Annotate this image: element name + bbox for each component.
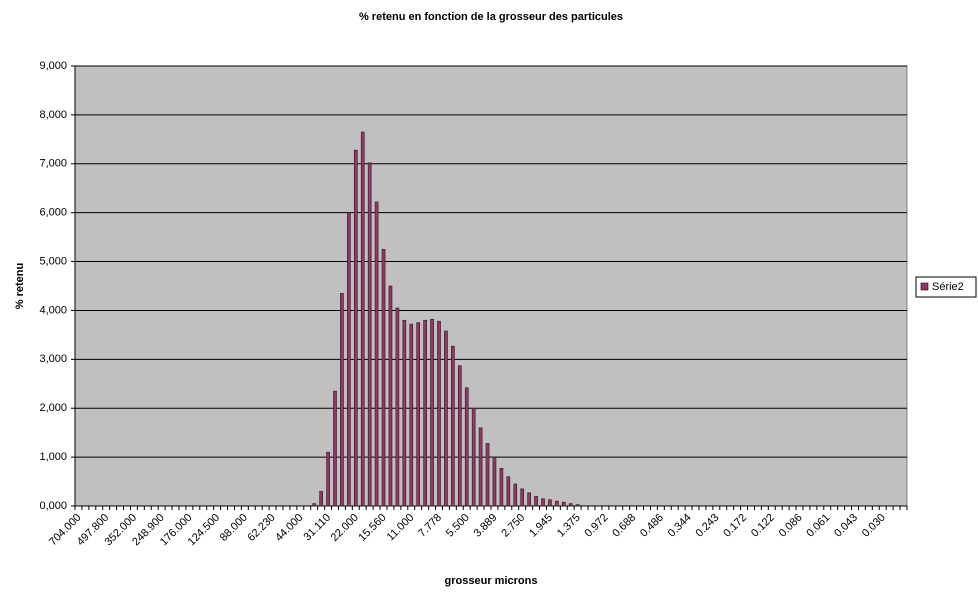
x-tick-label: 3.889 (472, 512, 500, 540)
bar (548, 499, 552, 507)
bar (478, 427, 483, 507)
x-tick-label: 0.972 (583, 512, 611, 540)
bar (561, 501, 566, 507)
x-tick-label: 62.230 (245, 512, 277, 544)
bar (374, 201, 379, 507)
y-tick-label: 2,000 (39, 402, 67, 414)
bar (527, 492, 531, 507)
bar (340, 293, 344, 507)
bar (471, 407, 476, 507)
x-axis-label: grosseur microns (445, 575, 538, 587)
bar (513, 483, 518, 507)
x-tick-label: 2.750 (499, 512, 527, 540)
y-tick-label: 3,000 (39, 353, 67, 365)
x-tick-label: 0.086 (777, 512, 805, 540)
y-tick-label: 0,000 (39, 500, 67, 512)
bar (499, 468, 504, 507)
x-tick-label: 88.000 (218, 512, 250, 544)
bar (444, 330, 448, 507)
bar (319, 491, 323, 507)
bar (457, 365, 462, 507)
x-tick-label: 0.243 (694, 512, 722, 540)
bar (485, 443, 490, 507)
bar (367, 162, 372, 507)
x-tick-label: 7.778 (416, 512, 444, 540)
y-tick-label: 6,000 (39, 207, 67, 219)
bar (381, 249, 386, 507)
y-tick-label: 5,000 (39, 255, 67, 267)
bar (326, 451, 330, 507)
bar (575, 504, 580, 507)
x-tick-label: 0.172 (721, 512, 749, 540)
bar (333, 390, 337, 507)
bar (402, 319, 407, 507)
x-tick-label: 0.061 (804, 512, 832, 540)
y-tick-label: 8,000 (39, 109, 67, 121)
bar (360, 131, 365, 507)
x-tick-label: 0.486 (638, 512, 666, 540)
legend-label: Série2 (932, 281, 964, 293)
bar (534, 495, 538, 507)
bar (451, 345, 455, 507)
x-tick-label: 1.375 (555, 512, 583, 540)
y-tick-label: 7,000 (39, 158, 67, 170)
bar (506, 476, 511, 507)
chart-title: % retenu en fonction de la grosseur des … (359, 11, 623, 23)
bar (395, 307, 400, 507)
x-tick-label: 15.560 (356, 512, 388, 544)
x-tick-label: 11.000 (385, 512, 417, 544)
x-tick-label: 0.122 (749, 512, 777, 540)
bar (430, 318, 434, 507)
bar (388, 285, 393, 507)
x-tick-label: 0.344 (666, 512, 694, 540)
legend-swatch (920, 282, 929, 291)
x-tick-label: 1.945 (527, 512, 555, 540)
bar (423, 319, 427, 507)
x-tick-label: 0.043 (832, 512, 860, 540)
bar (464, 387, 469, 507)
bar (409, 323, 414, 507)
bar (416, 322, 421, 507)
y-axis-label: % retenu (14, 263, 26, 309)
x-tick-label: 0.030 (860, 512, 888, 540)
bar (520, 488, 525, 507)
x-tick-label: 0.688 (610, 512, 638, 540)
plot-area (74, 65, 908, 507)
y-tick-label: 4,000 (39, 304, 67, 316)
bar (347, 212, 351, 507)
bar (437, 320, 441, 507)
y-tick-label: 1,000 (39, 451, 67, 463)
legend-box (915, 276, 977, 298)
bar (555, 500, 559, 507)
y-tick-label: 9,000 (39, 60, 67, 72)
bar (568, 503, 573, 507)
x-tick-label: 5.500 (444, 512, 472, 540)
bar (492, 456, 497, 507)
x-tick-label: 44.000 (273, 512, 305, 544)
x-tick-label: 22.000 (329, 512, 361, 544)
x-tick-label: 31.110 (301, 512, 333, 544)
bar (312, 503, 317, 507)
bar (353, 149, 358, 507)
bar (541, 498, 545, 507)
